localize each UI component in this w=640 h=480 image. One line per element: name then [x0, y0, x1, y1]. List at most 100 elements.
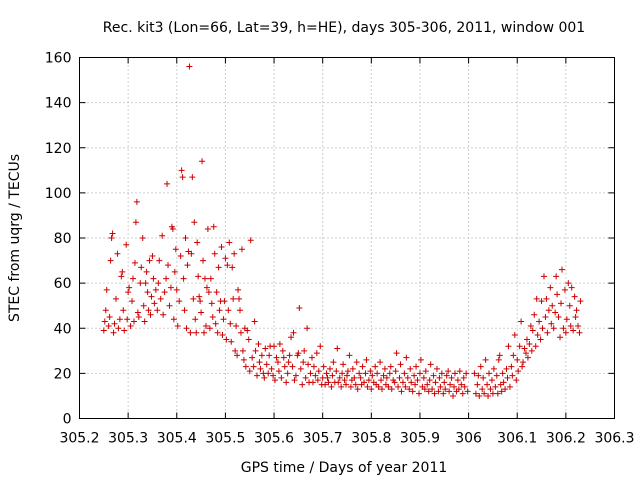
- data-point: [252, 347, 259, 354]
- data-point: [121, 327, 128, 334]
- data-point: [288, 334, 295, 341]
- y-tick-label: 100: [45, 186, 72, 202]
- data-point: [215, 264, 222, 271]
- data-point: [577, 298, 584, 305]
- data-point: [151, 300, 158, 307]
- x-tick-label: 306: [455, 431, 482, 447]
- data-point: [334, 345, 341, 352]
- data-point: [221, 298, 228, 305]
- data-point: [198, 309, 205, 316]
- data-point: [523, 336, 530, 343]
- data-point: [416, 370, 423, 377]
- data-point: [270, 372, 277, 379]
- data-point: [145, 307, 152, 314]
- data-point: [147, 311, 154, 318]
- data-point: [463, 370, 470, 377]
- data-point: [502, 386, 509, 393]
- data-point: [430, 372, 437, 379]
- data-point: [204, 225, 211, 232]
- data-point: [515, 368, 522, 375]
- data-point: [450, 392, 457, 399]
- data-point: [442, 386, 449, 393]
- data-point: [375, 383, 382, 390]
- data-point: [505, 343, 512, 350]
- data-point: [201, 275, 208, 282]
- data-point: [299, 381, 306, 388]
- data-point: [520, 359, 527, 366]
- data-point: [125, 289, 132, 296]
- data-point: [202, 322, 209, 329]
- data-point: [172, 246, 179, 253]
- x-tick-label: 305.9: [400, 431, 440, 447]
- data-point: [540, 273, 547, 280]
- data-point: [275, 368, 282, 375]
- data-point: [404, 374, 411, 381]
- data-point: [201, 329, 208, 336]
- data-point: [106, 313, 113, 320]
- data-point: [368, 386, 375, 393]
- data-point: [448, 374, 455, 381]
- data-point: [476, 392, 483, 399]
- data-point: [173, 286, 180, 293]
- data-point: [216, 307, 223, 314]
- data-point: [230, 295, 237, 302]
- data-point: [116, 316, 123, 323]
- data-point: [290, 329, 297, 336]
- data-point: [212, 320, 219, 327]
- data-point: [246, 368, 253, 375]
- data-point: [426, 377, 433, 384]
- data-point: [278, 374, 285, 381]
- data-point: [242, 363, 249, 370]
- data-point: [548, 320, 555, 327]
- data-point: [199, 158, 206, 165]
- data-point: [459, 390, 466, 397]
- data-point: [378, 377, 385, 384]
- data-point: [132, 219, 139, 226]
- data-point: [169, 225, 176, 232]
- data-point: [567, 322, 574, 329]
- data-point: [422, 368, 429, 375]
- data-point: [437, 383, 444, 390]
- data-point: [184, 262, 191, 269]
- data-point: [160, 311, 167, 318]
- data-point: [494, 390, 501, 397]
- data-point: [109, 230, 116, 237]
- data-point: [305, 361, 312, 368]
- data-point: [329, 372, 336, 379]
- data-point: [107, 257, 114, 264]
- data-point: [295, 350, 302, 357]
- data-point: [228, 338, 235, 345]
- data-point: [545, 307, 552, 314]
- data-point: [353, 359, 360, 366]
- data-point: [254, 372, 261, 379]
- data-point: [134, 309, 141, 316]
- data-point: [178, 167, 185, 174]
- data-point: [484, 381, 491, 388]
- data-point: [524, 354, 531, 361]
- data-point: [281, 363, 288, 370]
- data-point: [330, 359, 337, 366]
- data-point: [213, 289, 220, 296]
- data-point: [223, 336, 230, 343]
- data-point: [276, 341, 283, 348]
- y-tick-label: 40: [54, 321, 72, 337]
- data-point: [490, 365, 497, 372]
- data-point: [431, 390, 438, 397]
- data-point: [214, 329, 221, 336]
- data-point: [529, 327, 536, 334]
- data-point: [538, 298, 545, 305]
- data-point: [388, 386, 395, 393]
- data-point: [500, 379, 507, 386]
- data-point: [395, 383, 402, 390]
- data-point: [341, 377, 348, 384]
- x-tick-label: 305.7: [303, 431, 343, 447]
- data-point: [266, 352, 273, 359]
- data-point: [509, 372, 516, 379]
- data-point: [424, 381, 431, 388]
- data-point: [351, 374, 358, 381]
- data-point: [227, 320, 234, 327]
- y-tick-label: 20: [54, 366, 72, 382]
- data-point: [364, 383, 371, 390]
- data-point: [115, 325, 122, 332]
- data-point: [187, 329, 194, 336]
